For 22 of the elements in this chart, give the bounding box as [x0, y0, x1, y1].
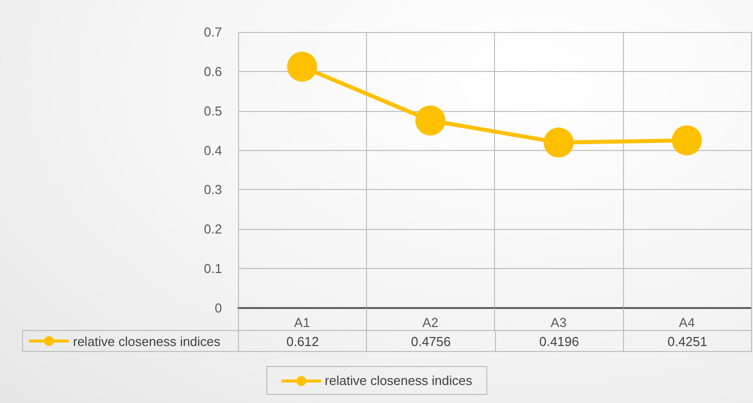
point — [287, 52, 318, 82]
x-tick-label: A4 — [678, 315, 695, 330]
data-label: 0.4756 — [366, 330, 496, 352]
data-label: 0.4251 — [622, 330, 752, 352]
y-tick-label: 0.7 — [204, 24, 222, 40]
y-tick-label: 0.6 — [204, 64, 222, 79]
point — [415, 105, 446, 136]
y-tick-label: 0.2 — [204, 222, 222, 237]
text: relative closeness indices — [324, 373, 472, 388]
point — [544, 128, 574, 158]
y-tick-label: 0.4 — [204, 142, 222, 158]
point — [672, 125, 702, 156]
x-tick-label: A3 — [550, 315, 567, 330]
legend-label: relative closeness indices — [73, 334, 220, 348]
y-tick-label: 0.5 — [204, 103, 222, 118]
data-label: 0.612 — [238, 330, 368, 352]
x-tick-label: A1 — [294, 315, 310, 330]
y-tick-label: 0 — [214, 300, 222, 316]
y-tick-label: 0.3 — [204, 182, 222, 198]
x-tick-label: A2 — [422, 315, 438, 330]
data-label: 0.4196 — [494, 330, 624, 352]
y-tick-label: 0.1 — [204, 261, 222, 276]
